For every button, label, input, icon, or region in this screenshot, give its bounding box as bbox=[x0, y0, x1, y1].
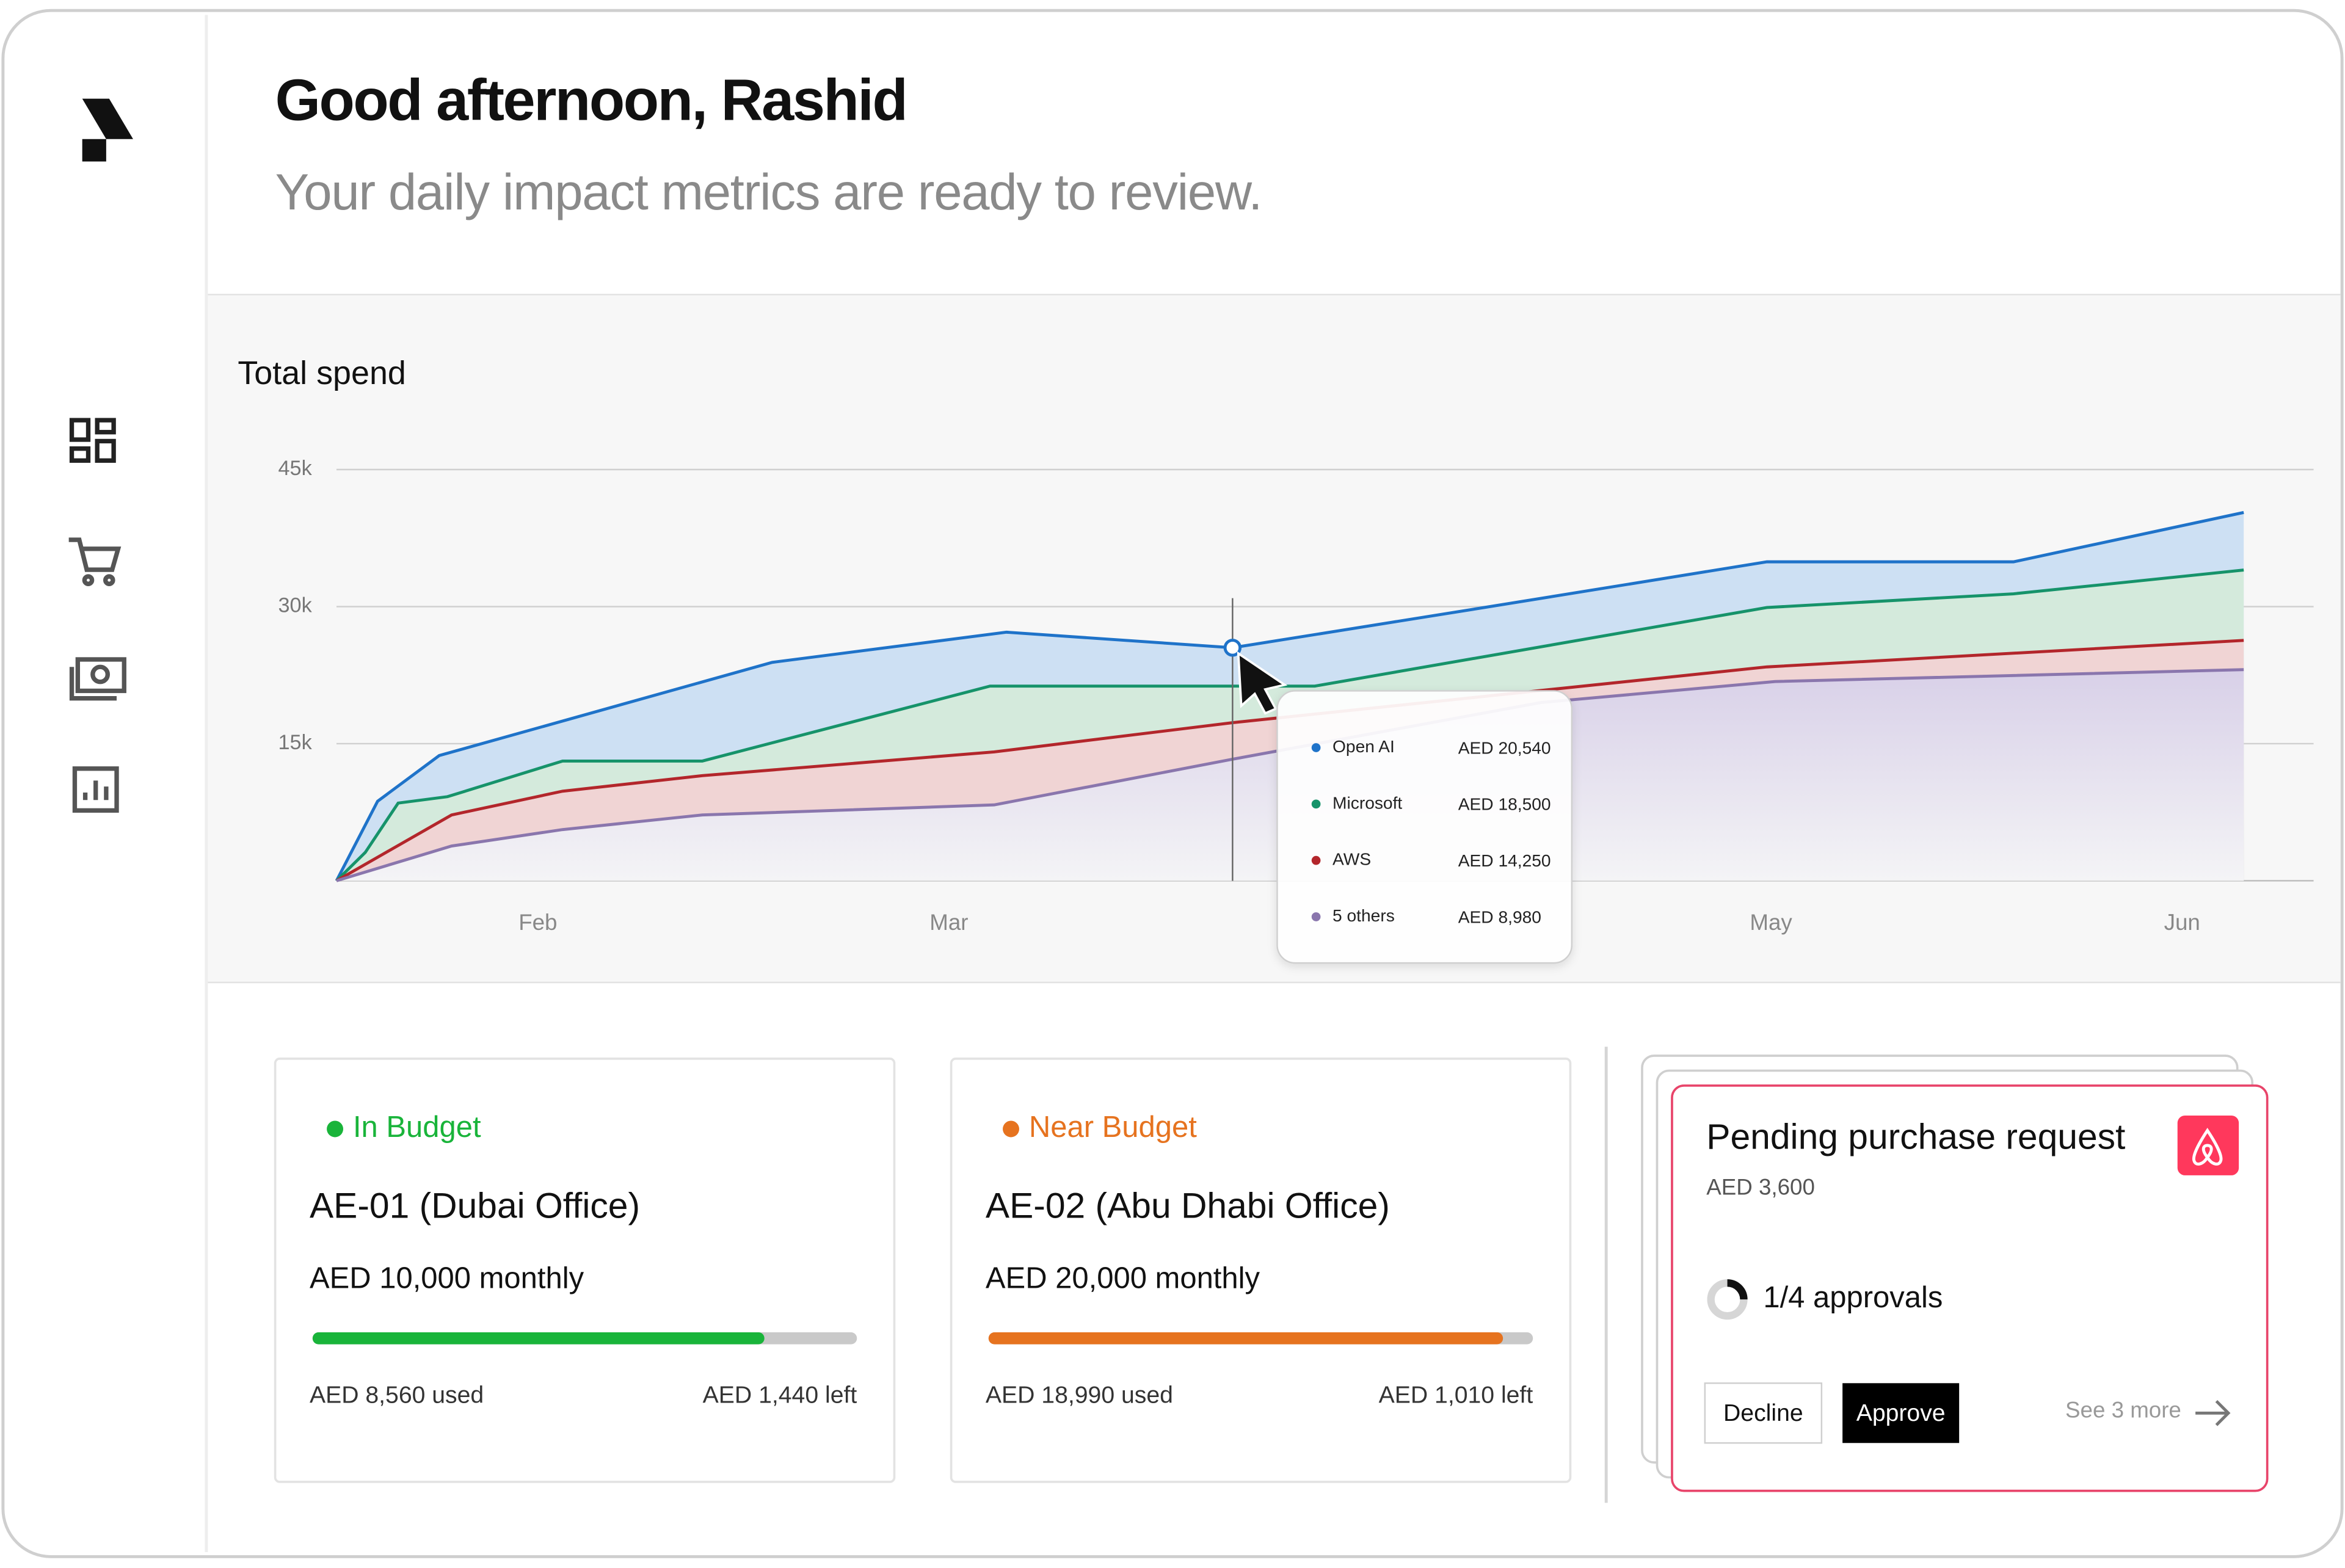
x-tick-label: May bbox=[1750, 910, 1792, 935]
cursor bbox=[1237, 651, 1288, 715]
chart-title: Total spend bbox=[238, 355, 405, 391]
y-tick-label: 15k bbox=[278, 731, 313, 754]
decline-label[interactable]: Decline bbox=[1723, 1400, 1803, 1426]
arrow[interactable] bbox=[2195, 1399, 2231, 1426]
logo bbox=[82, 98, 133, 162]
nav-cart[interactable] bbox=[68, 537, 122, 587]
see-more[interactable]: See 3 more bbox=[2065, 1398, 2181, 1423]
subtitle: Your daily impact metrics are ready to r… bbox=[275, 164, 1262, 220]
legend-dot bbox=[1311, 912, 1321, 921]
legend-name: 5 others bbox=[1332, 906, 1395, 925]
progress-bar bbox=[988, 1332, 1503, 1345]
plot: 15k 30k 45k Feb Mar May Jun Open AI AED 20,540 Mi… bbox=[278, 457, 2314, 964]
left: AED 1,010 left bbox=[1379, 1382, 1533, 1409]
legend-name: Microsoft bbox=[1332, 793, 1402, 812]
request-amount: AED 3,600 bbox=[1706, 1175, 1815, 1200]
tooltip-value: AED 18,500 bbox=[1458, 795, 1551, 814]
budget-amount: AED 20,000 monthly bbox=[986, 1261, 1260, 1294]
series-line bbox=[335, 510, 2244, 882]
approve-button[interactable] bbox=[1842, 1383, 1960, 1443]
legend-dot bbox=[1311, 799, 1321, 809]
y-tick-label: 45k bbox=[278, 457, 313, 480]
x-tick-label: Feb bbox=[518, 910, 557, 935]
request-title: Pending purchase request bbox=[1706, 1117, 2125, 1157]
budget-card bbox=[950, 1058, 1572, 1483]
decline-button[interactable] bbox=[1704, 1382, 1823, 1444]
approvals: 1/4 approvals bbox=[1763, 1281, 1943, 1314]
series-line bbox=[335, 639, 2244, 882]
bottom: In Budget AE-01 (Dubai Office) AED 10,000 … bbox=[274, 1047, 2269, 1503]
used: AED 8,560 used bbox=[310, 1382, 484, 1409]
series-line bbox=[335, 568, 2244, 882]
legend-name: AWS bbox=[1332, 850, 1371, 869]
nav-dashboard[interactable] bbox=[69, 418, 116, 463]
legend-dot bbox=[1311, 743, 1321, 752]
budget-card bbox=[274, 1058, 896, 1483]
nav-money[interactable] bbox=[69, 657, 126, 701]
left: AED 1,440 left bbox=[703, 1382, 857, 1409]
tooltip-value: AED 8,980 bbox=[1458, 907, 1541, 926]
nav-reports[interactable] bbox=[72, 766, 119, 813]
approval-progress bbox=[1727, 1279, 1748, 1300]
status: In Budget bbox=[353, 1111, 481, 1144]
x-tick-label: Mar bbox=[929, 910, 968, 935]
office-name: AE-02 (Abu Dhabi Office) bbox=[986, 1186, 1390, 1225]
legend-dot bbox=[1311, 855, 1321, 865]
status-dot bbox=[1003, 1120, 1019, 1138]
series-line bbox=[336, 668, 2244, 882]
vendor-glyph bbox=[2192, 1128, 2223, 1166]
legend-name: Open AI bbox=[1332, 737, 1395, 756]
tooltip-value: AED 14,250 bbox=[1458, 851, 1551, 870]
tooltip-value: AED 20,540 bbox=[1458, 738, 1551, 757]
hover-point bbox=[1223, 639, 1242, 657]
used: AED 18,990 used bbox=[986, 1382, 1173, 1409]
status-dot bbox=[327, 1120, 344, 1138]
status: Near Budget bbox=[1029, 1111, 1197, 1144]
office-name: AE-01 (Dubai Office) bbox=[310, 1186, 640, 1225]
x-tick-label: Jun bbox=[2164, 910, 2200, 935]
y-tick-label: 30k bbox=[278, 594, 313, 617]
tooltip bbox=[1276, 690, 1573, 964]
greeting: Good afternoon, Rashid bbox=[275, 68, 907, 133]
budget-amount: AED 10,000 monthly bbox=[310, 1261, 584, 1294]
progress-bar bbox=[312, 1332, 765, 1345]
approve-label[interactable]: Approve bbox=[1856, 1400, 1946, 1426]
